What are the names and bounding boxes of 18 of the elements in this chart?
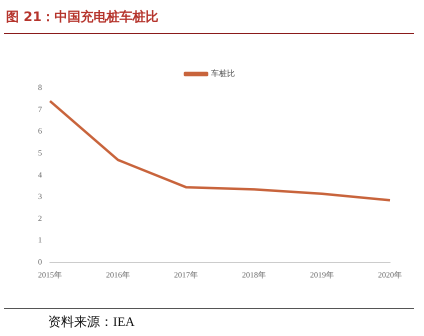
x-tick-label: 2020年 (378, 270, 402, 280)
y-tick-label: 5 (38, 148, 42, 158)
y-tick-label: 2 (38, 214, 42, 223)
x-tick-label: 2018年 (242, 270, 266, 280)
y-tick-label: 0 (38, 257, 42, 266)
y-tick-label: 3 (38, 192, 42, 202)
y-tick-label: 7 (38, 104, 42, 114)
x-tick-label: 2019年 (310, 270, 334, 280)
text: 资料来源：IEA (48, 313, 135, 331)
y-tick-label: 8 (38, 83, 42, 92)
x-tick-label: 2015年 (38, 270, 62, 280)
y-tick-label: 1 (38, 236, 42, 245)
x-tick-label: 2017年 (174, 270, 198, 280)
y-tick-label: 4 (38, 170, 42, 180)
legend-label: 车桩比 (211, 69, 235, 78)
chart-title: 图 21：中国充电桩车桩比 (6, 8, 159, 26)
y-tick-label: 6 (38, 126, 42, 136)
x-tick-label: 2016年 (106, 270, 130, 280)
